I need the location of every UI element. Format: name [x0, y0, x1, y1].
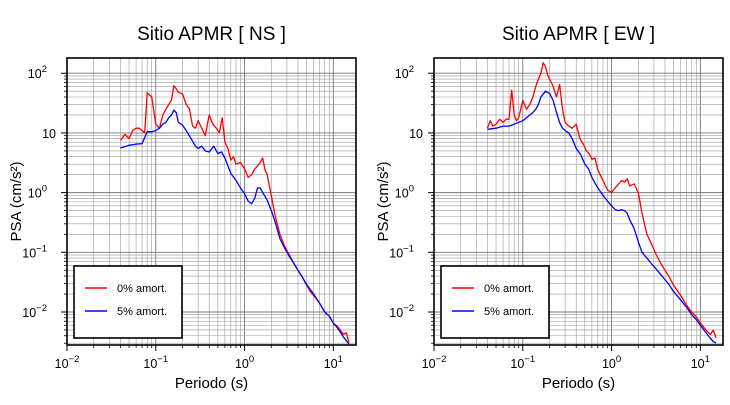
y-tick-label: 10 [409, 127, 423, 141]
chart-title: Sitio APMR [ NS ] [137, 24, 286, 45]
tick-base: 10 [395, 67, 409, 81]
tick-base: 10 [510, 357, 524, 371]
tick-exponent: −2 [36, 303, 47, 314]
series-line-5pct [487, 90, 717, 344]
tick-base: 10 [409, 127, 423, 141]
y-tick-label: 10−2 [22, 303, 47, 320]
x-tick-label: 10−1 [143, 354, 168, 371]
y-axis-label: PSA (cm/s²) [375, 161, 392, 241]
tick-base: 10 [42, 127, 56, 141]
tick-exponent: 2 [42, 64, 47, 75]
y-tick-label: 102 [395, 64, 414, 81]
tick-base: 10 [389, 246, 403, 260]
tick-marks [428, 72, 701, 351]
y-tick-label: 10 [42, 127, 56, 141]
tick-exponent: 0 [42, 184, 47, 195]
legend-label-5pct: 5% amort. [484, 306, 534, 318]
y-tick-label: 10−1 [22, 243, 47, 260]
legend: 0% amort. 5% amort. [73, 265, 183, 339]
legend-box [73, 265, 183, 339]
tick-base: 10 [602, 357, 616, 371]
tick-base: 10 [28, 187, 42, 201]
x-tick-label: 100 [235, 354, 254, 371]
tick-exponent: −2 [69, 354, 80, 365]
tick-marks [61, 72, 334, 351]
tick-exponent: 1 [705, 354, 710, 365]
tick-base: 10 [324, 357, 338, 371]
x-tick-label: 10−2 [55, 354, 80, 371]
tick-base: 10 [395, 187, 409, 201]
grid [66, 58, 356, 345]
tick-base: 10 [422, 357, 436, 371]
x-tick-label: 100 [602, 354, 621, 371]
x-tick-label: 10−2 [422, 354, 447, 371]
tick-base: 10 [143, 357, 157, 371]
y-tick-label: 10−1 [389, 243, 414, 260]
tick-exponent: 1 [338, 354, 343, 365]
y-tick-label: 100 [28, 184, 47, 201]
y-tick-label: 102 [28, 64, 47, 81]
x-tick-label: 101 [691, 354, 710, 371]
tick-base: 10 [691, 357, 705, 371]
y-tick-label: 10−2 [389, 303, 414, 320]
x-axis-label: Periodo (s) [542, 375, 615, 392]
tick-base: 10 [235, 357, 249, 371]
series-line-5pct [120, 109, 350, 345]
legend: 0% amort. 5% amort. [440, 265, 550, 339]
tick-base: 10 [28, 67, 42, 81]
tick-exponent: −2 [403, 303, 414, 314]
tick-exponent: 0 [409, 184, 414, 195]
legend-label-0pct: 0% amort. [484, 283, 534, 295]
series-line-0pct [486, 62, 717, 339]
x-tick-label: 10−1 [510, 354, 535, 371]
x-axis-label: Periodo (s) [175, 375, 248, 392]
legend-label-0pct: 0% amort. [117, 283, 167, 295]
chart-title: Sitio APMR [ EW ] [502, 24, 655, 45]
y-tick-label: 100 [395, 184, 414, 201]
tick-exponent: −1 [403, 243, 414, 254]
tick-exponent: −1 [524, 354, 535, 365]
tick-exponent: −1 [157, 354, 168, 365]
x-tick-label: 101 [324, 354, 343, 371]
tick-exponent: −2 [436, 354, 447, 365]
tick-base: 10 [55, 357, 69, 371]
tick-base: 10 [22, 246, 36, 260]
tick-base: 10 [22, 306, 36, 320]
legend-label-5pct: 5% amort. [117, 306, 167, 318]
tick-exponent: 2 [409, 64, 414, 75]
y-axis-label: PSA (cm/s²) [8, 161, 25, 241]
legend-box [440, 265, 550, 339]
tick-exponent: 0 [616, 354, 621, 365]
tick-exponent: 0 [249, 354, 254, 365]
grid [433, 58, 723, 345]
tick-base: 10 [389, 306, 403, 320]
tick-exponent: −1 [36, 243, 47, 254]
